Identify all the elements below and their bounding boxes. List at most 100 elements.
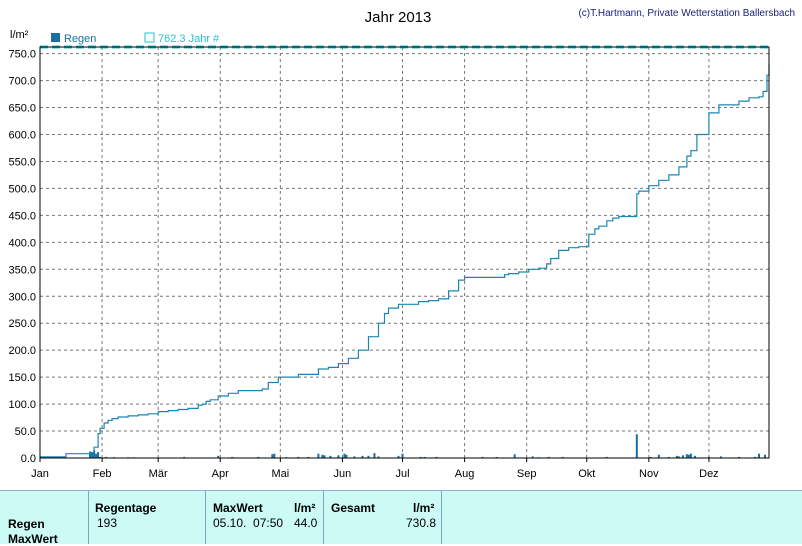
daily-rain-bar [737,456,740,458]
y-tick-labels: 0.0 50.0 100.0 150.0 200.0 250.0 300.0 350.0 400… [8,49,36,465]
y-tick-label: 50.0 [15,426,36,438]
daily-rain-bar [649,456,652,458]
stats-max-value: 44.0 [294,516,318,530]
stats-row-label-regen: Regen [8,517,45,531]
daily-rain-bar [99,456,102,458]
x-tick-label: Jan [31,468,49,480]
y-tick-label: 600.0 [8,130,36,142]
stats-row-label-maxwert: MaxWert [8,532,58,546]
x-tick-label: Sep [517,468,537,480]
daily-rain-bar [435,456,438,458]
plot-frame [39,46,770,459]
daily-rain-bar [345,454,348,458]
daily-rain-bar [377,456,380,458]
daily-rain-bar [481,456,484,458]
daily-rain-bar [719,456,722,458]
x-tick-label: Apr [212,468,229,480]
y-tick-label: 150.0 [8,372,36,384]
daily-rain-bar [675,455,678,458]
stats-divider [441,491,442,544]
legend-reference-swatch [144,32,155,43]
daily-rain-bar [495,456,498,458]
daily-rain-bar [401,453,404,458]
y-tick-label: 0.0 [21,453,36,465]
stats-header-unit-max: l/m² [294,501,316,515]
rain-chart: Jahr 2013 (c)T.Hartmann, Private Wetters… [8,8,795,480]
x-tick-labels: Jan Feb Mär Apr Mai Jun Jul Aug Sep Okt Nov Dez [31,458,719,480]
y-tick-label: 250.0 [8,318,36,330]
stats-header-regentage: Regentage [95,501,157,515]
y-tick-label: 200.0 [8,345,36,357]
daily-rain-bar [419,456,422,458]
y-tick-label: 300.0 [8,291,36,303]
legend-reference-label: 762.3 Jahr # [158,33,220,45]
daily-rain-bar [95,453,98,458]
daily-rain-bar [685,454,688,458]
stats-total: 730.8 [406,516,437,530]
legend-regen-label: Regen [64,33,96,45]
daily-rain-bar [707,456,710,458]
daily-rain-bar [321,454,324,458]
daily-rain-bar [273,453,276,458]
daily-rain-bar [271,454,274,458]
stats-header-maxwert: MaxWert [213,501,263,515]
daily-rain-bar [257,456,260,458]
daily-rain-bar [605,456,608,458]
daily-rain-bar [677,456,680,458]
daily-rain-bar [423,456,426,458]
credit-text: (c)T.Hartmann, Private Wetterstation Bal… [578,8,795,19]
y-axis-unit: l/m² [10,29,29,41]
daily-rain-bar [183,456,186,458]
daily-rain-bar [337,455,340,458]
stats-divider [88,491,89,544]
y-tick-label: 500.0 [8,183,36,195]
daily-rain-bar [373,453,376,458]
x-tick-label: Jun [334,468,352,480]
legend-regen-swatch [51,33,60,42]
stats-max-date: 05.10. 07:50 [213,516,284,530]
stats-header-gesamt: Gesamt [331,501,376,515]
stats-divider [205,491,206,544]
daily-rain-bar [397,455,400,458]
daily-rain-bar [323,455,326,458]
y-tick-label: 550.0 [8,156,36,168]
daily-rain-bar [753,456,756,458]
y-tick-label: 700.0 [8,76,36,88]
stats-header-unit-total: l/m² [413,501,435,515]
daily-rain-bar [297,456,300,458]
daily-rain-bar [353,456,356,458]
daily-rain-bar [343,453,346,458]
x-tick-label: Okt [578,468,595,480]
daily-rain-bar [667,456,670,458]
daily-rain-bar [657,454,660,458]
daily-rain-bar [547,456,550,458]
daily-rain-bar [97,452,100,458]
y-tick-label: 350.0 [8,264,36,276]
daily-rain-bar [757,453,760,458]
daily-rain-bar [687,454,690,458]
daily-rain-bar [635,434,638,458]
x-tick-label: Mai [271,468,289,480]
cumulative-rain-line [40,64,770,458]
x-tick-label: Nov [639,468,659,480]
y-tick-label: 400.0 [8,237,36,249]
stats-rain-days: 193 [97,516,118,530]
y-tick-label: 650.0 [8,103,36,115]
daily-rain-bar [531,456,534,458]
daily-rain-bar [329,455,332,458]
x-tick-label: Jul [395,468,409,480]
plot-area [39,46,770,459]
y-tick-label: 100.0 [8,399,36,411]
daily-rain-bar [681,455,684,458]
grid [40,47,769,458]
daily-rain-bar [217,455,220,458]
y-tick-label: 750.0 [8,49,36,61]
daily-rain-bar [93,450,96,458]
daily-rain-bar [91,452,94,458]
daily-rain-bar [317,453,320,458]
x-tick-label: Feb [93,468,112,480]
daily-rain-bar [367,455,370,458]
daily-rain-bar [105,456,108,458]
chart-title: Jahr 2013 [365,9,432,26]
x-tick-label: Dez [699,468,719,480]
